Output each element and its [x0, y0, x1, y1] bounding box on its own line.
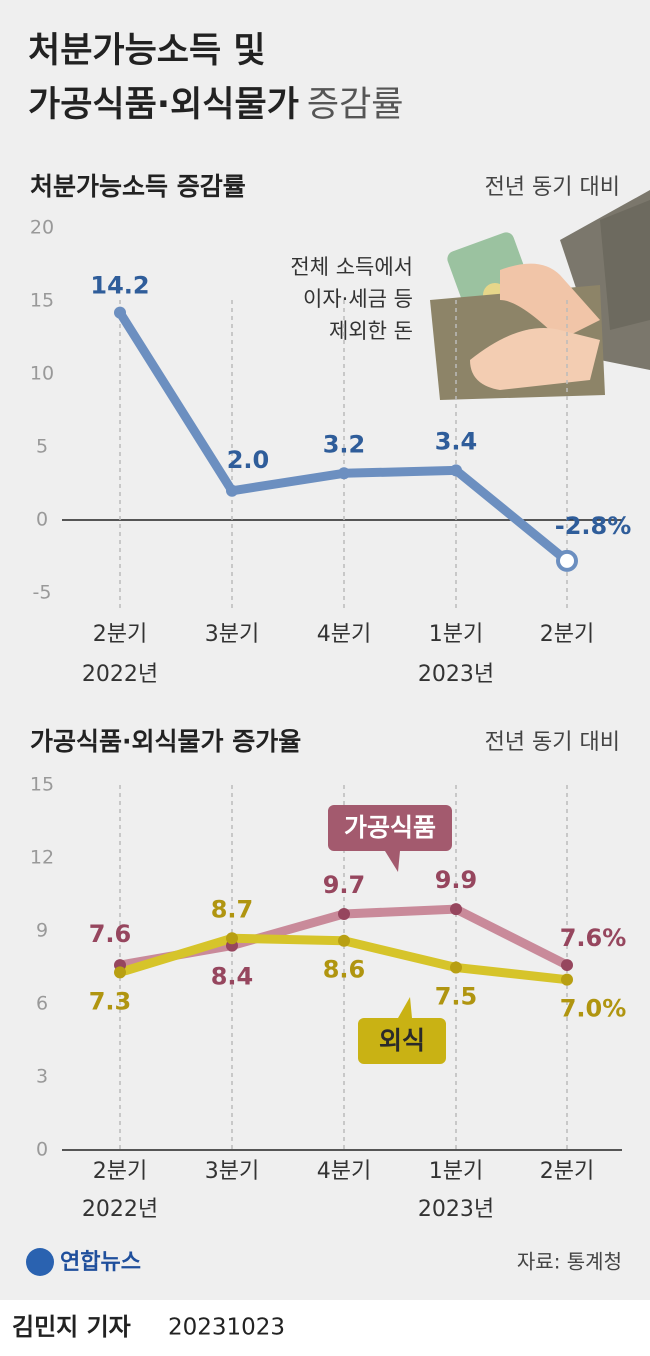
- data-label: 8.4: [211, 963, 254, 991]
- chart-note: 전년 동기 대비: [485, 175, 620, 200]
- title: 처분가능소득 및: [28, 31, 266, 71]
- data-point: [561, 973, 573, 986]
- data-label: 7.5: [435, 983, 478, 1011]
- byline: 김민지 기자: [12, 1313, 131, 1341]
- data-label: 7.6: [89, 920, 132, 948]
- x-tick-label: 2분기: [93, 1159, 147, 1184]
- y-tick-label: 12: [30, 847, 54, 869]
- chart-title: 처분가능소득 증감률: [30, 172, 246, 201]
- y-tick-label: 6: [36, 993, 48, 1015]
- x-year-label: 2023년: [418, 1197, 494, 1222]
- data-label: -2.8%: [555, 512, 632, 540]
- data-point: [561, 959, 573, 972]
- x-tick-label: 1분기: [429, 1159, 483, 1184]
- legend-label: 외식: [379, 1026, 425, 1055]
- y-tick-label: 5: [36, 436, 48, 458]
- chart-title: 가공식품·외식물가 증가율: [30, 727, 301, 756]
- data-point: [226, 484, 238, 497]
- byline-strip: [0, 1300, 650, 1356]
- data-point: [114, 306, 126, 319]
- y-tick-label: 3: [36, 1066, 48, 1088]
- y-tick-label: 20: [30, 217, 54, 239]
- legend-box: [358, 1018, 446, 1064]
- annotation: 전체 소득에서: [290, 255, 413, 279]
- title: 가공식품·외식물가 증감률: [28, 85, 404, 125]
- title-suffix: 증감률: [307, 85, 404, 125]
- y-tick-label: 15: [30, 774, 54, 796]
- x-year-label: 2022년: [82, 662, 158, 687]
- data-label: 9.7: [323, 871, 366, 899]
- date: 20231023: [168, 1315, 285, 1341]
- data-point: [450, 464, 462, 477]
- y-tick-label: 0: [36, 509, 48, 531]
- y-tick-label: 10: [30, 363, 54, 385]
- data-label: 2.0: [227, 446, 270, 474]
- x-tick-label: 4분기: [317, 1159, 371, 1184]
- data-label: 8.7: [211, 895, 254, 923]
- wallet-illustration: [430, 190, 650, 400]
- data-point: [556, 549, 578, 572]
- x-year-label: 2023년: [418, 662, 494, 687]
- chart-note: 전년 동기 대비: [485, 730, 620, 755]
- x-tick-label: 4분기: [317, 622, 371, 647]
- data-label: 7.6%: [560, 924, 627, 952]
- data-label: 7.3: [89, 987, 132, 1015]
- data-point: [226, 932, 238, 945]
- y-tick-label: 0: [36, 1139, 48, 1161]
- data-label: 8.6: [323, 956, 366, 984]
- source: 자료: 통계청: [517, 1250, 622, 1274]
- legend-box: [328, 805, 452, 851]
- legend-label: 가공식품: [344, 813, 436, 842]
- logo: 연합뉴스: [60, 1249, 141, 1275]
- x-year-label: 2022년: [82, 1197, 158, 1222]
- data-point: [450, 903, 462, 916]
- x-tick-label: 3분기: [205, 622, 259, 647]
- title-main: 가공식품·외식물가: [28, 85, 299, 125]
- logo-mark: [26, 1248, 54, 1276]
- data-label: 14.2: [90, 272, 149, 300]
- x-tick-label: 2분기: [93, 622, 147, 647]
- data-point: [114, 966, 126, 979]
- data-point: [338, 467, 350, 480]
- y-tick-label: 9: [36, 920, 48, 942]
- data-label: 9.9: [435, 866, 478, 894]
- background: [0, 0, 650, 1300]
- annotation: 이자·세금 등: [303, 287, 413, 311]
- x-tick-label: 2분기: [540, 622, 594, 647]
- data-point: [450, 961, 462, 974]
- legend-pointer: [385, 851, 400, 872]
- data-point: [338, 934, 350, 947]
- x-tick-label: 1분기: [429, 622, 483, 647]
- legend-pointer: [398, 997, 412, 1018]
- data-label: 3.4: [435, 427, 478, 455]
- data-point: [338, 907, 350, 920]
- data-label: 3.2: [323, 430, 366, 458]
- x-tick-label: 2분기: [540, 1159, 594, 1184]
- y-tick-label: -5: [33, 582, 52, 604]
- data-label: 7.0%: [560, 995, 627, 1023]
- x-tick-label: 3분기: [205, 1159, 259, 1184]
- y-tick-label: 15: [30, 290, 54, 312]
- annotation: 제외한 돈: [329, 319, 413, 343]
